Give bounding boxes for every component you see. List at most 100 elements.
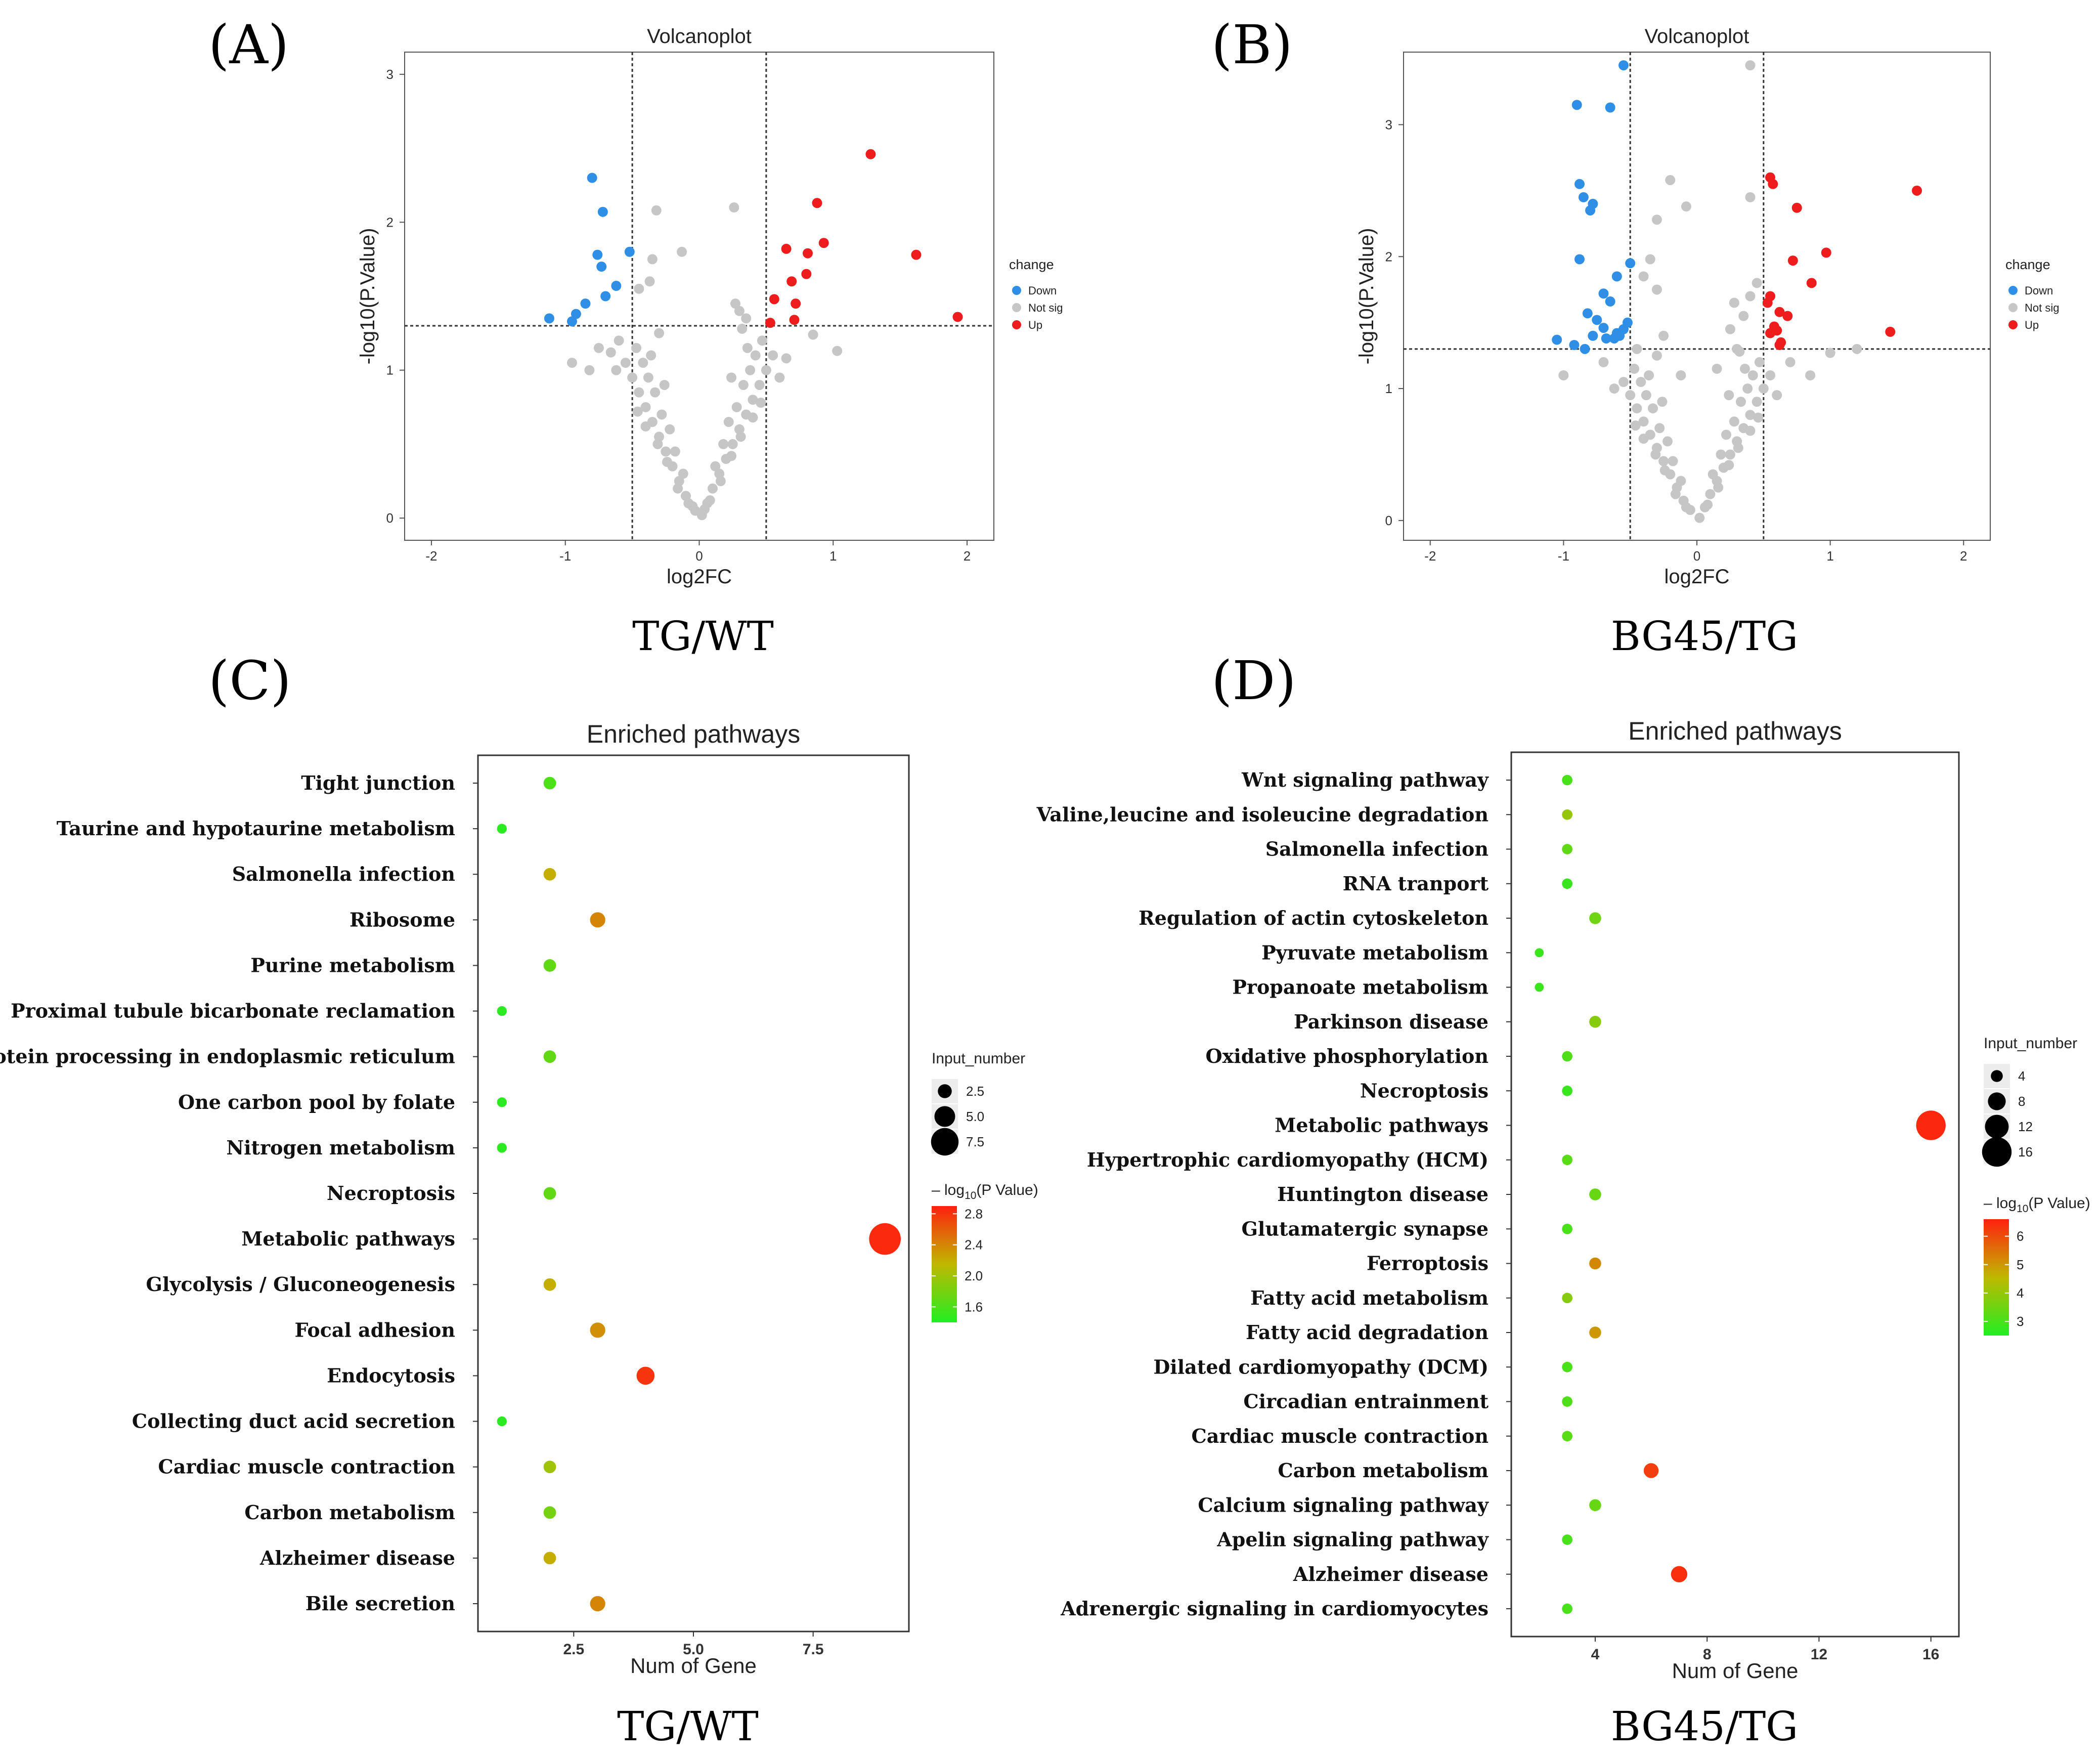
pathway-label-c: Metabolic pathways xyxy=(241,1227,455,1250)
point-not-sig-a xyxy=(644,276,655,287)
point-not-sig-a xyxy=(650,387,661,398)
bubble-c xyxy=(543,1461,556,1474)
point-not-sig-b xyxy=(1702,499,1713,510)
point-up-a xyxy=(769,294,779,305)
point-down-b xyxy=(1614,330,1625,341)
point-down-a xyxy=(592,249,603,260)
point-not-sig-a xyxy=(735,432,746,442)
point-up-b xyxy=(1806,278,1817,288)
point-not-sig-b xyxy=(1651,214,1662,225)
pathway-label-d: Huntington disease xyxy=(1277,1183,1489,1206)
size-legend-title-d: Input_number xyxy=(1984,1035,2077,1052)
point-down-b xyxy=(1622,317,1633,328)
bubble-d xyxy=(1535,982,1544,992)
point-not-sig-b xyxy=(1716,449,1726,460)
point-not-sig-b xyxy=(1745,291,1756,302)
point-down-b xyxy=(1588,330,1598,341)
point-not-sig-b xyxy=(1632,403,1642,414)
pathway-label-d: RNA tranport xyxy=(1343,872,1489,895)
bubble-c xyxy=(636,1366,655,1385)
point-not-sig-a xyxy=(614,335,624,346)
point-not-sig-a xyxy=(584,365,595,375)
size-legend-key-d xyxy=(1988,1092,2006,1110)
bubble-c xyxy=(869,1223,901,1255)
legend-title-a: change xyxy=(1009,257,1054,272)
y-tick-label-b: 2 xyxy=(1385,249,1392,264)
x-tick-label-d: 4 xyxy=(1591,1646,1600,1663)
bubble-d xyxy=(1562,1431,1572,1442)
point-not-sig-b xyxy=(1805,370,1816,380)
pathway-label-d: Hypertrophic cardiomyopathy (HCM) xyxy=(1087,1148,1489,1171)
point-not-sig-a xyxy=(690,505,701,516)
x-tick-label-b: 1 xyxy=(1826,548,1833,564)
point-not-sig-b xyxy=(1725,449,1735,460)
point-not-sig-a xyxy=(659,379,670,390)
x-tick-label-a: -2 xyxy=(425,548,437,564)
point-not-sig-a xyxy=(774,372,785,383)
point-not-sig-b xyxy=(1670,489,1681,499)
legend-key-a xyxy=(1012,320,1021,329)
point-not-sig-a xyxy=(761,365,771,375)
point-down-b xyxy=(1585,205,1596,216)
pathway-label-d: Necroptosis xyxy=(1360,1079,1489,1102)
color-legend-label-d: 3 xyxy=(2017,1314,2024,1329)
point-not-sig-b xyxy=(1708,469,1718,480)
pathway-label-d: Adrenergic signaling in cardiomyocytes xyxy=(1060,1597,1489,1620)
pathway-label-d: Carbon metabolism xyxy=(1278,1459,1489,1482)
x-tick-label-c: 2.5 xyxy=(563,1641,584,1658)
point-up-b xyxy=(1782,311,1793,321)
plot-frame-b xyxy=(1403,52,1991,541)
point-down-b xyxy=(1598,323,1609,333)
point-down-b xyxy=(1611,271,1622,282)
x-tick-label-c: 7.5 xyxy=(803,1641,824,1658)
point-not-sig-a xyxy=(808,329,818,340)
pathway-label-c: Carbon metabolism xyxy=(244,1501,455,1524)
x-axis-title-a: log2FC xyxy=(667,566,732,588)
point-not-sig-a xyxy=(738,379,749,390)
point-not-sig-a xyxy=(638,358,648,368)
caption-b: BG45/TG xyxy=(1611,613,1798,660)
point-not-sig-a xyxy=(832,346,843,356)
point-down-b xyxy=(1574,179,1585,189)
color-legend-bar-c xyxy=(932,1206,957,1322)
enrichment-plot-d: Enriched pathways Wnt signaling pathway Va… xyxy=(1036,717,2090,1683)
y-axis-title-a: -log10(P.Value) xyxy=(357,228,379,365)
bubble-d xyxy=(1589,1188,1601,1200)
plot-title-c: Enriched pathways xyxy=(587,720,800,748)
point-not-sig-b xyxy=(1681,502,1691,512)
caption-d: BG45/TG xyxy=(1611,1703,1798,1750)
point-not-sig-b xyxy=(1825,348,1835,358)
point-up-a xyxy=(818,238,829,248)
legend-key-b xyxy=(2008,286,2018,295)
plot-frame-c xyxy=(477,754,910,1633)
point-not-sig-a xyxy=(634,283,644,294)
panel-letter-a: (A) xyxy=(208,14,289,76)
legend-label-b: Not sig xyxy=(2025,302,2059,314)
point-not-sig-b xyxy=(1754,357,1765,367)
point-up-b xyxy=(1912,185,1922,196)
point-up-a xyxy=(765,318,775,328)
pathway-label-c: Glycolysis / Gluconeogenesis xyxy=(146,1273,455,1296)
point-down-a xyxy=(611,281,622,291)
point-not-sig-b xyxy=(1745,425,1756,436)
pathway-label-d: Fatty acid degradation xyxy=(1246,1321,1489,1344)
point-not-sig-a xyxy=(726,451,737,461)
point-not-sig-a xyxy=(634,387,644,398)
bubble-c xyxy=(543,959,556,972)
size-legend-key-d xyxy=(1982,1137,2012,1167)
point-down-b xyxy=(1571,100,1582,110)
y-tick-label-a: 1 xyxy=(386,363,393,378)
point-not-sig-a xyxy=(643,372,653,383)
point-not-sig-a xyxy=(710,461,721,471)
point-not-sig-a xyxy=(678,468,688,479)
point-up-a xyxy=(801,269,812,279)
x-tick-label-d: 8 xyxy=(1703,1646,1712,1663)
point-not-sig-b xyxy=(1558,370,1569,380)
point-not-sig-a xyxy=(661,446,671,457)
x-tick-label-b: 2 xyxy=(1960,548,1967,564)
point-not-sig-b xyxy=(1658,330,1669,341)
point-up-a xyxy=(791,298,801,309)
point-down-a xyxy=(571,309,581,319)
pathway-label-d: Wnt signaling pathway xyxy=(1241,768,1489,791)
